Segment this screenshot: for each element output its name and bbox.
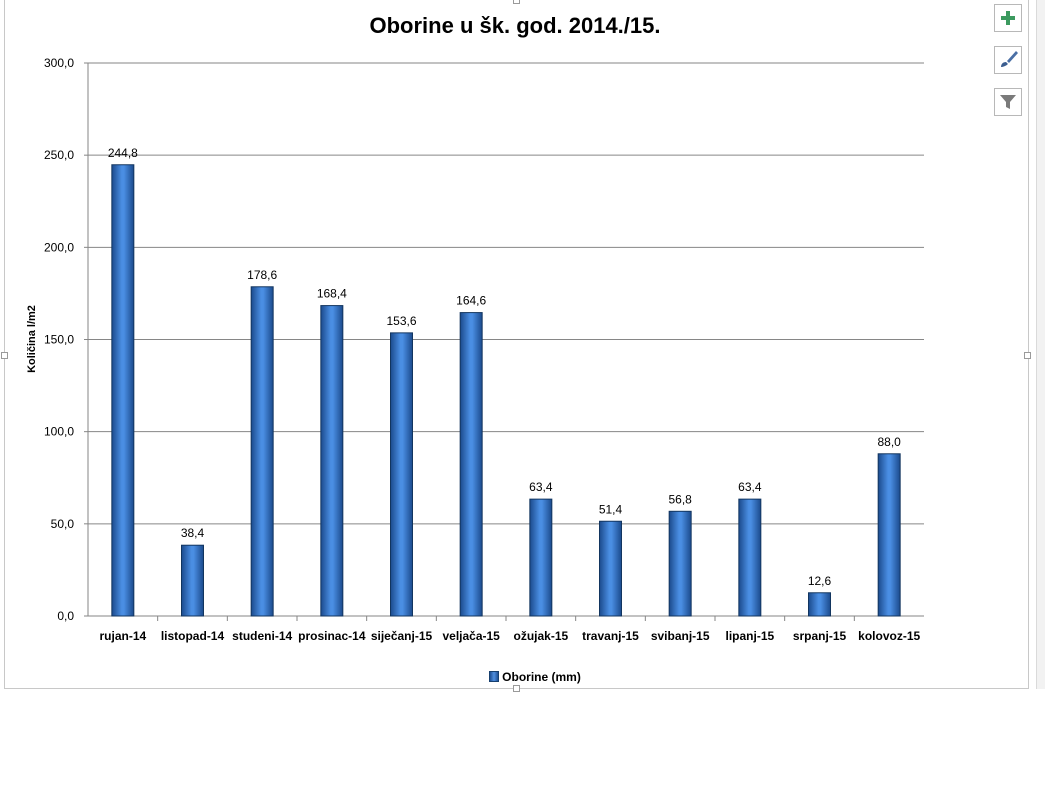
- data-label: 12,6: [808, 574, 832, 588]
- data-label: 168,4: [317, 287, 347, 301]
- data-label: 38,4: [181, 526, 205, 540]
- bar-siječanj-15[interactable]: [390, 332, 413, 617]
- bar-listopad-14[interactable]: [181, 544, 204, 617]
- chart-filters-button[interactable]: [994, 88, 1022, 116]
- resize-handle-bottom[interactable]: [513, 685, 520, 692]
- bar-kolovoz-15[interactable]: [877, 453, 901, 617]
- y-tick-label: 200,0: [44, 240, 74, 254]
- legend: Oborine (mm): [0, 670, 1045, 684]
- data-label: 51,4: [599, 502, 623, 516]
- y-tick-label: 0,0: [57, 609, 74, 623]
- x-tick-label: svibanj-15: [651, 629, 710, 643]
- x-tick-label: rujan-14: [99, 629, 146, 643]
- data-label: 63,4: [529, 480, 553, 494]
- data-label: 56,8: [668, 492, 692, 506]
- bar-studeni-14[interactable]: [250, 286, 274, 617]
- resize-handle-right[interactable]: [1024, 352, 1031, 359]
- data-label: 178,6: [247, 268, 277, 282]
- y-tick-label: 50,0: [51, 517, 75, 531]
- x-tick-label: prosinac-14: [298, 629, 366, 643]
- bar-rujan-14[interactable]: [111, 164, 135, 617]
- bar-srpanj-15[interactable]: [808, 592, 831, 617]
- x-tick-label: kolovoz-15: [858, 629, 920, 643]
- bar-svibanj-15[interactable]: [668, 510, 692, 617]
- paintbrush-icon: [1001, 51, 1018, 67]
- chart-styles-button[interactable]: [994, 46, 1022, 74]
- data-label: 153,6: [386, 314, 416, 328]
- bar-prosinac-14[interactable]: [320, 305, 344, 617]
- chart-area[interactable]: [4, 0, 1029, 689]
- data-label: 244,8: [108, 146, 138, 160]
- legend-swatch: [489, 671, 500, 682]
- chart-elements-button[interactable]: [994, 4, 1022, 32]
- bar-lipanj-15[interactable]: [738, 498, 762, 617]
- x-tick-label: veljača-15: [442, 629, 500, 643]
- x-tick-label: studeni-14: [232, 629, 292, 643]
- data-label: 164,6: [456, 294, 486, 308]
- bar-ožujak-15[interactable]: [529, 498, 553, 617]
- bar-travanj-15[interactable]: [599, 520, 622, 617]
- x-tick-label: travanj-15: [582, 629, 639, 643]
- x-tick-label: srpanj-15: [793, 629, 847, 643]
- x-tick-label: lipanj-15: [725, 629, 774, 643]
- legend-label: Oborine (mm): [502, 670, 581, 684]
- x-tick-label: listopad-14: [161, 629, 225, 643]
- y-tick-label: 100,0: [44, 425, 74, 439]
- y-tick-label: 150,0: [44, 333, 74, 347]
- chart-title: Oborine u šk. god. 2014./15.: [369, 13, 661, 38]
- x-tick-label: siječanj-15: [371, 629, 433, 643]
- x-tick-label: ožujak-15: [513, 629, 568, 643]
- y-tick-label: 300,0: [44, 56, 74, 70]
- y-tick-label: 250,0: [44, 148, 74, 162]
- resize-handle-left[interactable]: [1, 352, 8, 359]
- data-label: 63,4: [738, 480, 762, 494]
- plot-svg: 0,0 50,0 100,0 150,0 200,0 250,0 300,0 244,8 38…: [44, 56, 924, 643]
- resize-handle-top[interactable]: [513, 0, 520, 4]
- vertical-scrollbar[interactable]: [1036, 0, 1045, 689]
- bar-veljača-15[interactable]: [459, 312, 483, 617]
- filter-icon: [1000, 95, 1016, 109]
- plus-icon: [1001, 11, 1015, 25]
- data-label: 88,0: [877, 435, 901, 449]
